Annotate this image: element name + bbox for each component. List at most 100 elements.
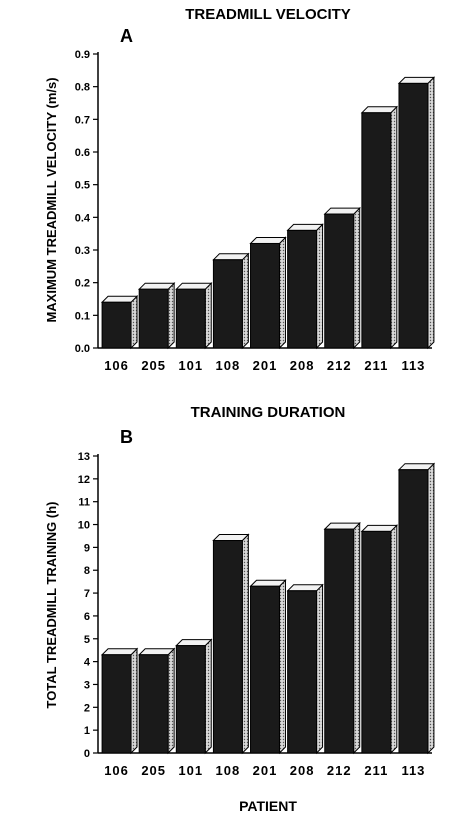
y-tick-label: 0.8 xyxy=(75,82,90,94)
y-tick-label: 3 xyxy=(84,679,90,691)
bar-top xyxy=(397,463,436,471)
bar-side xyxy=(130,295,138,350)
y-tick-label: 1 xyxy=(84,725,90,737)
bar-front xyxy=(398,82,429,349)
y-tick-label: 0.9 xyxy=(75,49,90,61)
bar-top xyxy=(397,76,436,84)
bar-front xyxy=(101,301,132,349)
chart-a: TREADMILL VELOCITY A MAXIMUM TREADMILL V… xyxy=(44,6,436,373)
bar-side xyxy=(167,647,175,755)
bar-front xyxy=(361,112,392,349)
bar xyxy=(286,583,324,755)
y-tick-label: 11 xyxy=(78,497,90,509)
bar-side xyxy=(427,76,435,350)
bar-front xyxy=(101,654,132,754)
bar-front xyxy=(175,645,206,754)
bar-front xyxy=(212,540,243,754)
bar-side xyxy=(130,647,138,755)
bar-side xyxy=(390,524,398,755)
bar-top xyxy=(249,579,287,587)
bar-top xyxy=(100,295,139,303)
bar xyxy=(360,105,399,350)
bar xyxy=(137,647,176,755)
bar-side xyxy=(204,281,212,350)
chart-b-panel-label: B xyxy=(120,427,133,447)
bar-front xyxy=(324,213,355,349)
y-tick-label: 13 xyxy=(78,451,90,463)
chart-a-y-axis-label: MAXIMUM TREADMILL VELOCITY (m/s) xyxy=(44,77,59,322)
y-tick-label: 8 xyxy=(84,565,90,577)
bar xyxy=(397,76,436,350)
bar xyxy=(249,236,287,350)
bar-side xyxy=(241,252,249,350)
y-tick-label: 0.0 xyxy=(75,343,90,355)
y-tick-label: 0.2 xyxy=(75,278,90,290)
category-label: 101 xyxy=(178,358,203,373)
bar xyxy=(100,295,139,350)
bar xyxy=(175,281,213,350)
bar-top xyxy=(212,534,250,542)
y-tick-label: 4 xyxy=(84,657,91,669)
bar xyxy=(212,252,250,350)
category-label: 108 xyxy=(216,763,241,778)
category-label: 106 xyxy=(104,763,129,778)
bar-front xyxy=(398,469,429,754)
y-tick-label: 12 xyxy=(78,474,90,486)
bar xyxy=(286,223,324,350)
bar-top xyxy=(100,648,139,656)
bar-top xyxy=(249,236,287,244)
bar-side xyxy=(427,462,435,755)
bar-side xyxy=(278,236,286,350)
bar-top xyxy=(137,282,176,290)
bar xyxy=(137,281,176,350)
y-tick-label: 0.3 xyxy=(75,245,90,257)
y-tick-label: 0 xyxy=(84,748,90,760)
bar-front xyxy=(250,585,280,754)
bar-side xyxy=(353,206,361,350)
bar-top xyxy=(137,648,176,656)
category-label: 212 xyxy=(327,358,352,373)
y-tick-label: 0.6 xyxy=(75,147,90,159)
bar-side xyxy=(204,638,212,755)
category-label: 205 xyxy=(141,763,166,778)
bar-front xyxy=(324,528,355,754)
category-label: 101 xyxy=(178,763,203,778)
bar xyxy=(397,462,436,755)
bar-front xyxy=(287,229,318,349)
bar-top xyxy=(175,639,213,647)
bar-side xyxy=(353,521,361,755)
bar-top xyxy=(360,524,399,532)
category-label: 106 xyxy=(104,358,129,373)
bar xyxy=(323,206,361,350)
bar xyxy=(175,638,213,755)
category-label: 201 xyxy=(253,763,278,778)
bar-front xyxy=(138,288,169,349)
y-tick-label: 7 xyxy=(84,588,90,600)
y-tick-label: 9 xyxy=(84,542,90,554)
category-label: 108 xyxy=(216,358,241,373)
y-tick-label: 0.7 xyxy=(75,114,90,126)
category-label: 212 xyxy=(327,763,352,778)
y-tick-label: 0.5 xyxy=(75,180,90,192)
bar-top xyxy=(212,253,250,261)
bar xyxy=(323,521,361,755)
bar-front xyxy=(250,242,280,349)
y-tick-label: 2 xyxy=(84,702,90,714)
bar-top xyxy=(175,282,213,290)
bar-top xyxy=(360,106,399,114)
bar-top xyxy=(286,584,324,592)
y-tick-label: 5 xyxy=(84,634,90,646)
bar-side xyxy=(241,533,249,755)
category-label: 208 xyxy=(290,358,315,373)
bar-front xyxy=(138,654,169,754)
bar-front xyxy=(287,590,318,754)
chart-b-y-axis-label: TOTAL TREADMILL TRAINING (h) xyxy=(44,501,59,708)
chart-a-title: TREADMILL VELOCITY xyxy=(185,6,351,23)
y-tick-label: 0.1 xyxy=(75,310,90,322)
bar-side xyxy=(316,223,324,350)
bar xyxy=(360,524,399,755)
y-tick-label: 10 xyxy=(78,520,90,532)
bar-top xyxy=(323,522,361,530)
bar-top xyxy=(286,223,324,231)
